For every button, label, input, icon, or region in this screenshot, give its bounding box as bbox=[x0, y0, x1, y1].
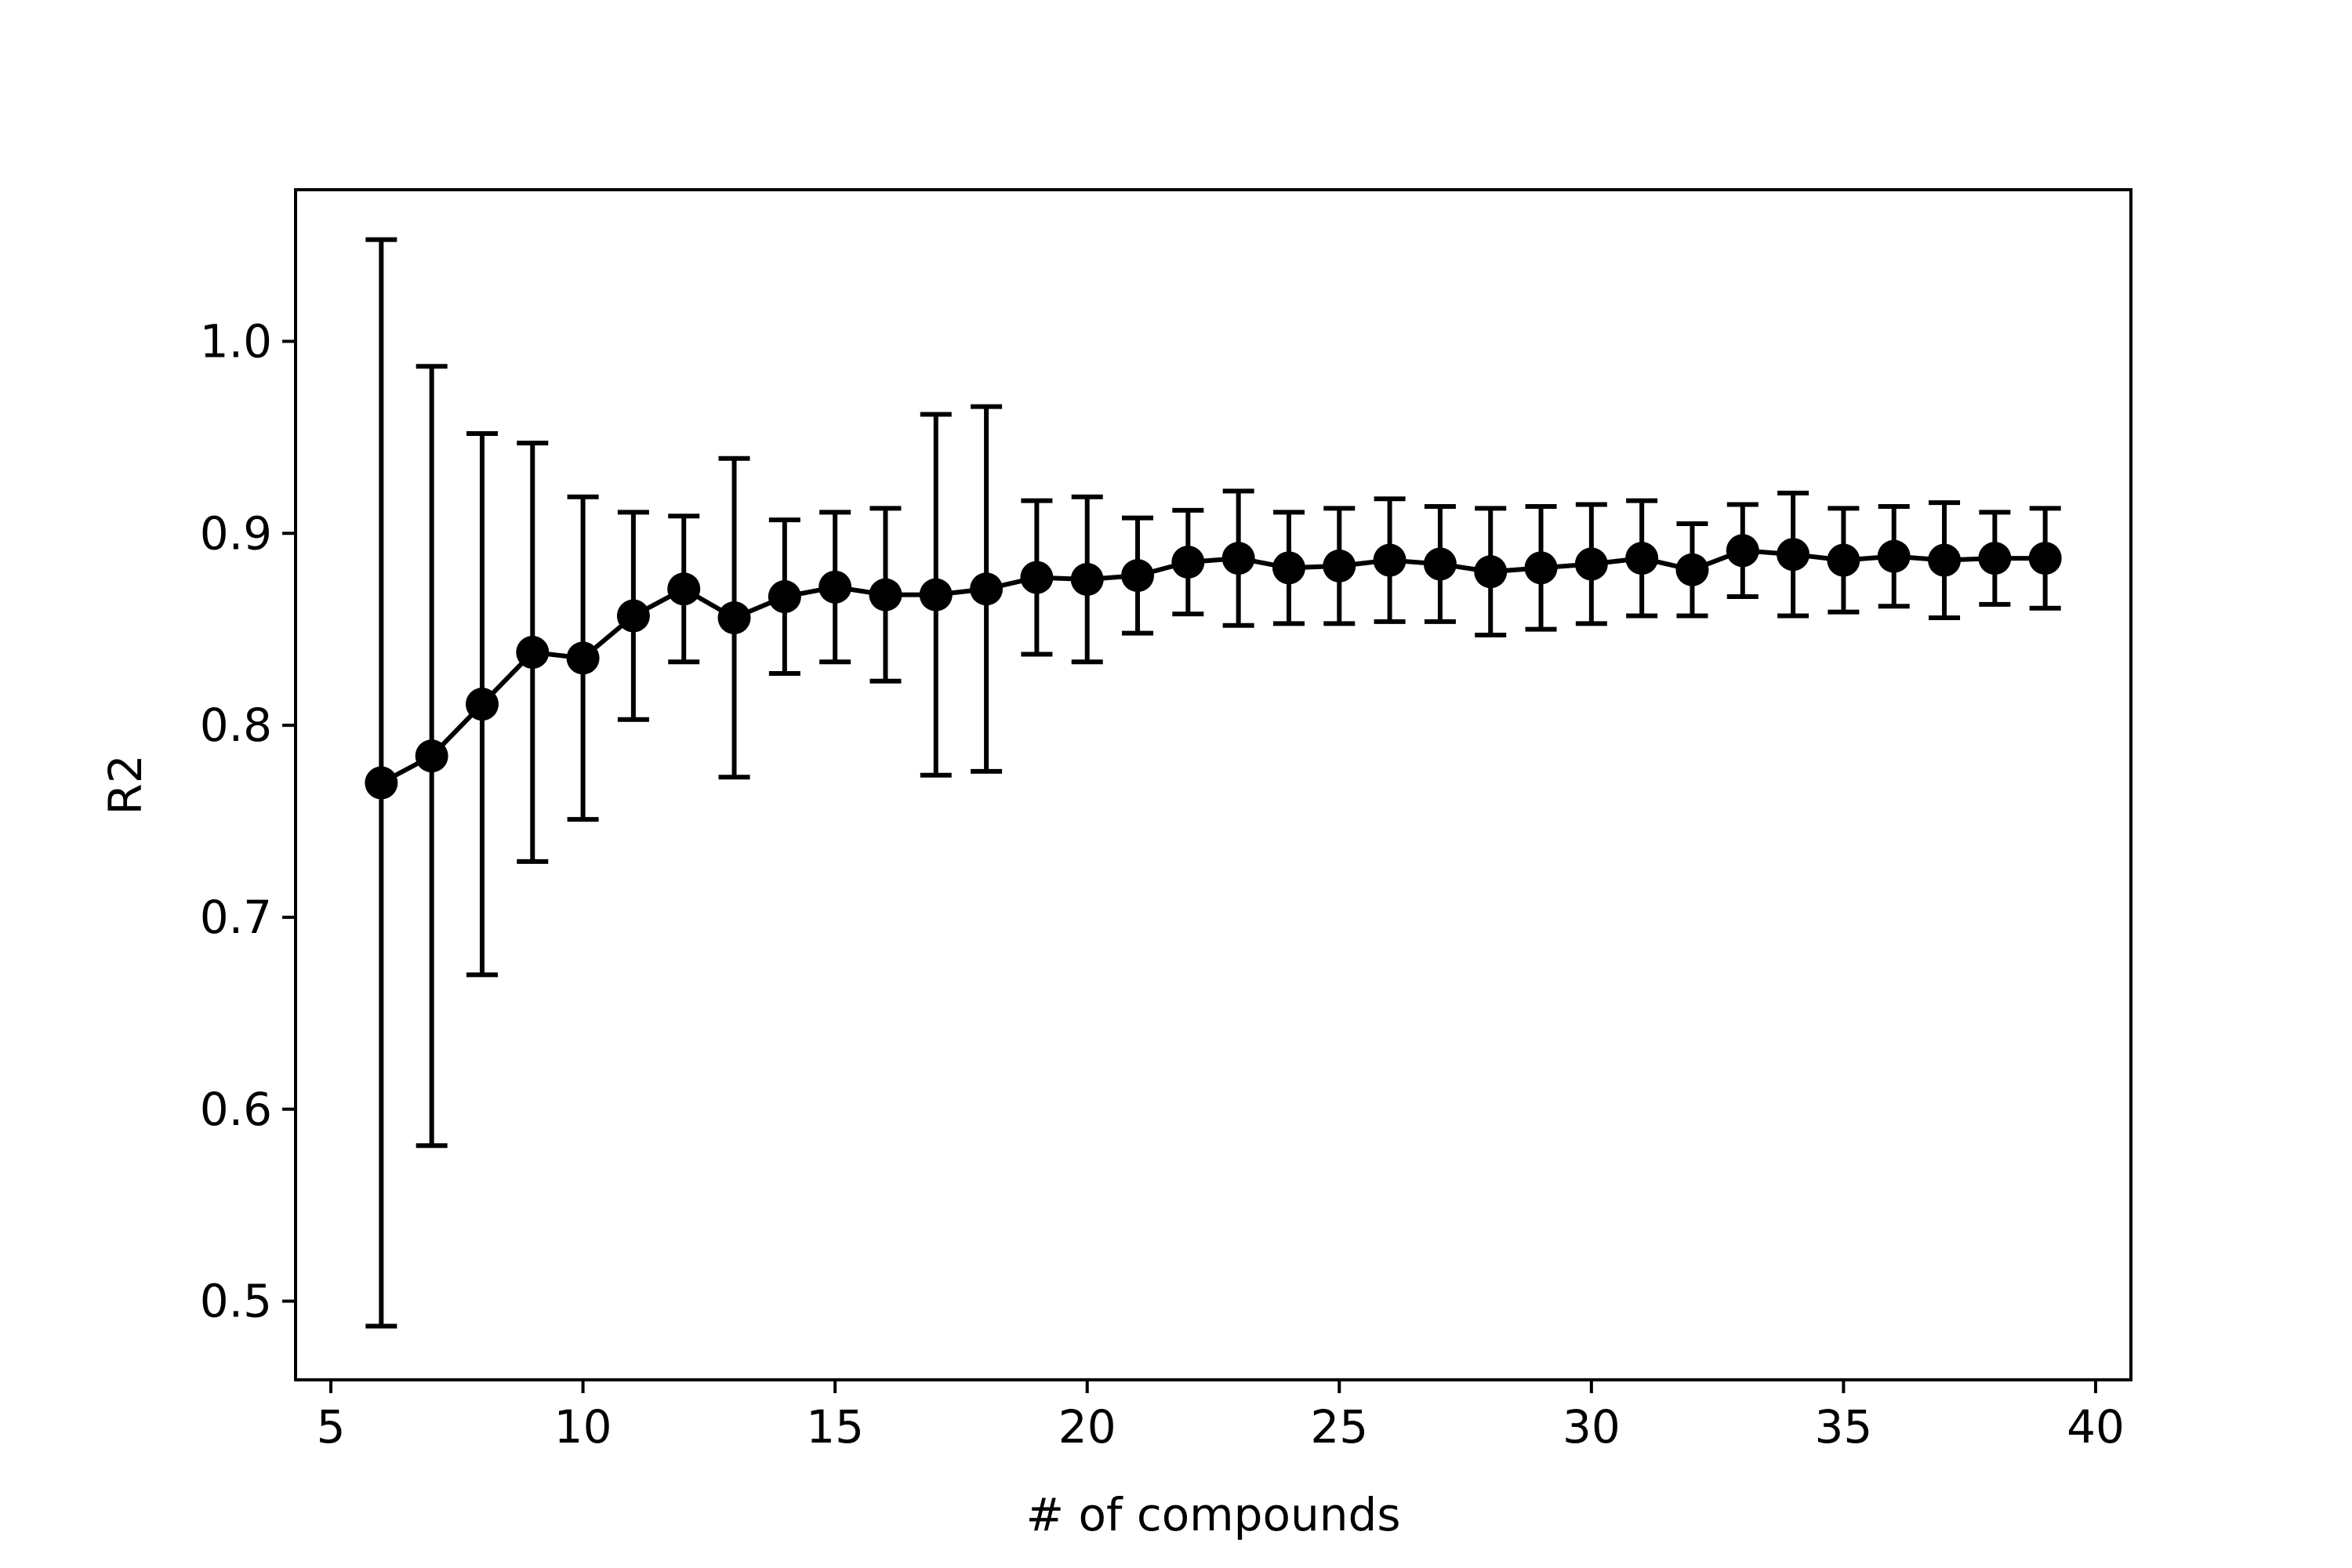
data-point bbox=[1323, 549, 1356, 583]
y-tick-label: 0.6 bbox=[200, 1083, 272, 1136]
x-tick-label: 40 bbox=[2067, 1400, 2125, 1454]
data-point bbox=[1675, 553, 1709, 586]
data-point bbox=[768, 580, 801, 614]
x-tick-label: 20 bbox=[1058, 1400, 1116, 1454]
data-point bbox=[1978, 542, 2012, 575]
plot-frame bbox=[294, 188, 2132, 1381]
data-point bbox=[2028, 542, 2062, 575]
data-point bbox=[365, 766, 398, 800]
data-point bbox=[1877, 539, 1911, 573]
data-point bbox=[1928, 543, 1962, 577]
y-axis: 0.5 0.6 0.7 0.8 0.9 1.0 bbox=[200, 314, 296, 1328]
data-point bbox=[919, 578, 953, 612]
y-tick-label: 0.8 bbox=[200, 699, 272, 752]
data-point bbox=[465, 688, 499, 721]
y-tick-label: 0.5 bbox=[200, 1275, 272, 1328]
data-point bbox=[1121, 559, 1155, 593]
data-point bbox=[1574, 547, 1608, 581]
y-axis-label: R2 bbox=[99, 754, 152, 815]
data-point bbox=[616, 599, 650, 633]
y-tick-label: 0.7 bbox=[200, 891, 272, 944]
data-point bbox=[1777, 538, 1810, 572]
y-tick-label: 0.9 bbox=[200, 506, 272, 560]
data-point bbox=[1524, 551, 1558, 585]
data-point bbox=[1070, 563, 1104, 597]
data-point bbox=[1726, 534, 1759, 568]
x-tick-label: 10 bbox=[554, 1400, 612, 1454]
series-line bbox=[379, 548, 2045, 786]
data-point bbox=[1221, 542, 1255, 575]
data-point bbox=[667, 572, 701, 606]
data-point bbox=[869, 578, 902, 612]
data-point bbox=[1373, 543, 1406, 577]
data-point bbox=[1625, 542, 1659, 575]
data-point bbox=[1827, 543, 1860, 577]
data-point bbox=[818, 570, 852, 604]
y-tick-label: 1.0 bbox=[200, 314, 272, 368]
x-axis-label: # of compounds bbox=[1025, 1488, 1400, 1541]
data-point bbox=[1272, 551, 1305, 585]
data-point bbox=[1020, 561, 1054, 594]
x-tick-label: 30 bbox=[1563, 1400, 1621, 1454]
x-tick-label: 25 bbox=[1310, 1400, 1368, 1454]
x-tick-label: 5 bbox=[317, 1400, 346, 1454]
x-tick-label: 15 bbox=[806, 1400, 864, 1454]
plot-marks bbox=[365, 237, 2062, 1329]
data-point bbox=[970, 572, 1004, 606]
data-point bbox=[1474, 555, 1508, 589]
x-tick-label: 35 bbox=[1815, 1400, 1873, 1454]
data-point bbox=[516, 636, 550, 670]
data-point bbox=[1171, 545, 1205, 579]
data-point bbox=[1423, 547, 1457, 581]
x-axis: 5 10 15 20 25 30 35 40 bbox=[317, 1380, 2125, 1454]
data-point bbox=[717, 601, 751, 634]
data-point bbox=[415, 739, 448, 773]
data-point bbox=[566, 641, 600, 675]
